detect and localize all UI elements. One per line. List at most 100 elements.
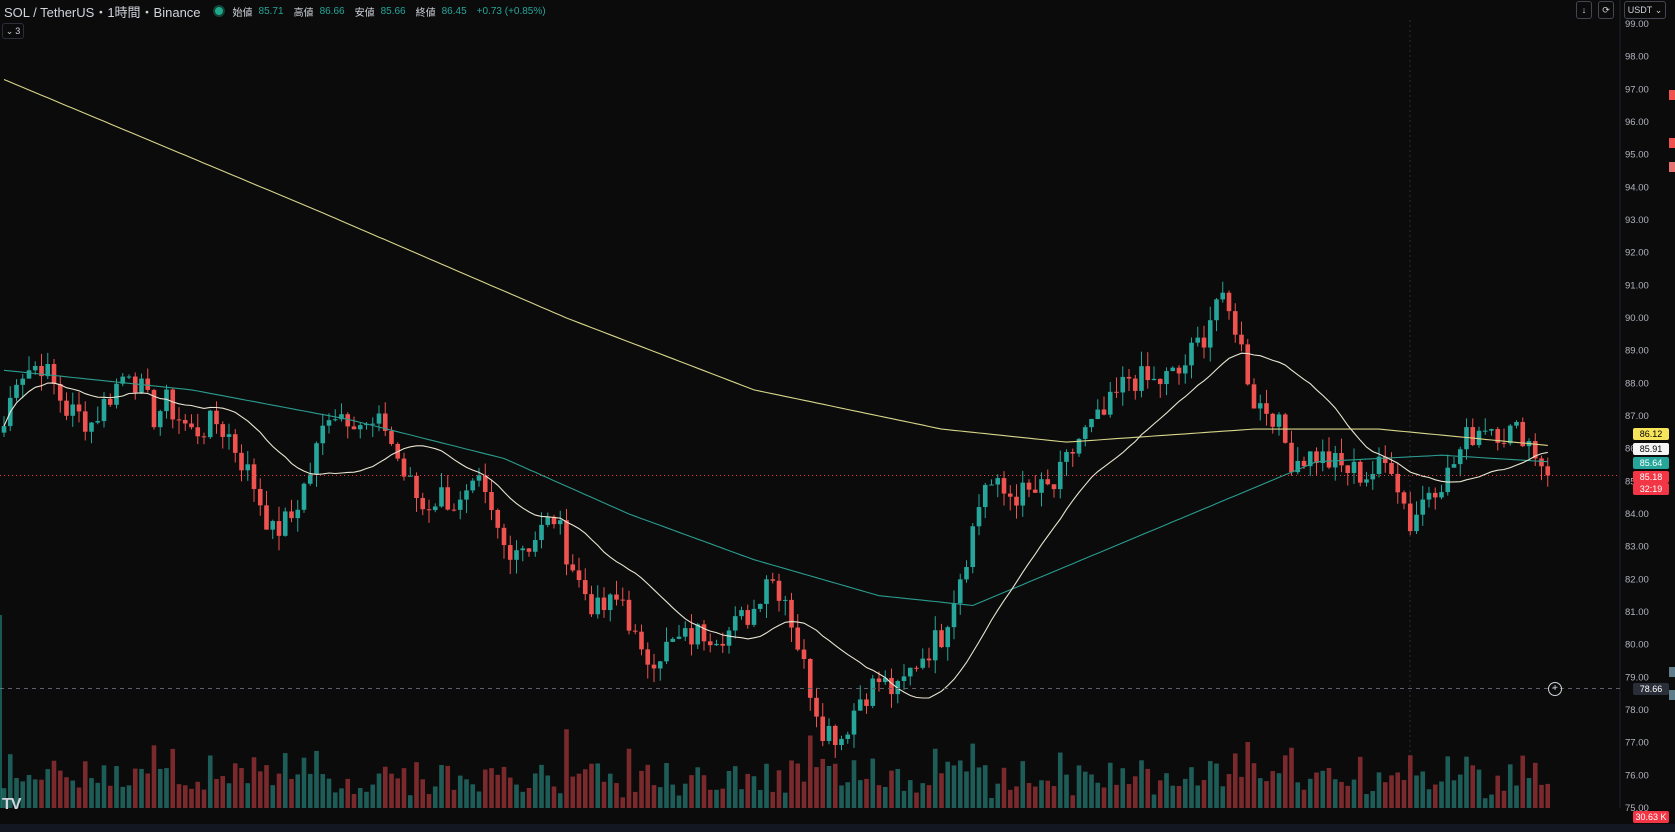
symbol-title[interactable]: SOL / TetherUS・1時間・Binance xyxy=(4,4,201,20)
candle-body xyxy=(1114,391,1119,393)
volume-bar xyxy=(526,787,532,808)
candle-body xyxy=(376,413,382,424)
volume-bar xyxy=(1414,775,1419,808)
candle-body xyxy=(626,599,632,631)
candle-body xyxy=(51,364,57,384)
candle-body xyxy=(520,548,526,551)
currency-label: USDT xyxy=(1627,5,1653,15)
volume-bar xyxy=(1232,753,1238,808)
candle-body xyxy=(1020,482,1026,506)
volume-bar xyxy=(1326,768,1332,808)
volume-bar xyxy=(1289,747,1294,808)
volume-bar xyxy=(151,745,157,808)
candle-body xyxy=(857,699,863,711)
volume-bar xyxy=(1420,771,1426,808)
currency-select[interactable]: USDT ⌄ xyxy=(1624,1,1666,19)
candle-body xyxy=(1507,425,1513,444)
candle-body xyxy=(26,370,32,379)
volume-bar xyxy=(345,778,351,808)
ma200-price-label: 86.12 xyxy=(1633,428,1669,440)
candle-body xyxy=(1051,484,1057,490)
volume-bar xyxy=(39,779,44,808)
volume-bar xyxy=(1545,783,1551,808)
candle-body xyxy=(1095,409,1101,419)
candle-body xyxy=(307,474,313,484)
candle-body xyxy=(676,636,682,639)
candle-body xyxy=(1070,452,1076,454)
volume-bar xyxy=(664,763,669,808)
tradingview-logo-icon[interactable]: TV xyxy=(2,796,21,813)
volume-bar xyxy=(220,776,226,808)
volume-bar xyxy=(745,773,751,808)
volume-bar xyxy=(1339,781,1344,808)
volume-bar xyxy=(757,789,763,808)
volume-bar xyxy=(1320,770,1326,808)
volume-bar xyxy=(957,760,963,808)
download-button[interactable]: ↓ xyxy=(1576,1,1592,19)
volume-bar xyxy=(1120,768,1126,808)
candle-body xyxy=(1345,465,1351,473)
candle-body xyxy=(1101,409,1107,415)
volume-bar xyxy=(814,767,819,808)
volume-bar xyxy=(64,777,69,808)
candle-body xyxy=(1364,479,1369,483)
volume-bar xyxy=(482,769,488,808)
volume-bar xyxy=(589,763,594,808)
candle-body xyxy=(1464,427,1469,450)
volume-bar xyxy=(851,760,857,808)
candle-body xyxy=(989,484,994,486)
volume-bar xyxy=(670,784,676,808)
volume-bar xyxy=(595,763,601,808)
candle-body xyxy=(920,658,926,668)
volume-bar xyxy=(764,763,769,808)
candle-body xyxy=(145,378,151,390)
volume-bar xyxy=(1195,785,1201,808)
volume-bar xyxy=(901,790,907,808)
candle-body xyxy=(439,487,444,507)
volume-bar xyxy=(1482,798,1488,808)
candle-body xyxy=(57,383,63,401)
volume-bar xyxy=(282,753,288,808)
candle-body xyxy=(1264,403,1269,414)
volume-bar xyxy=(1495,775,1501,808)
candle-body xyxy=(870,678,876,706)
candle-body xyxy=(214,410,219,425)
candle-body xyxy=(507,545,513,560)
volume-bar xyxy=(507,777,513,808)
candle-body xyxy=(107,398,113,405)
candle-body xyxy=(201,436,207,438)
volume-bar xyxy=(470,784,476,808)
candle-body xyxy=(45,364,51,377)
candle-body xyxy=(1007,493,1013,497)
volume-bar xyxy=(657,787,663,808)
candle-body xyxy=(70,404,76,416)
volume-bar xyxy=(1139,760,1144,808)
refresh-button[interactable]: ⟳ xyxy=(1598,1,1614,19)
indicators-toggle-button[interactable]: ⌄ 3 xyxy=(2,23,24,39)
volume-bar xyxy=(1307,778,1313,808)
candle-body xyxy=(226,434,232,437)
volume-bar xyxy=(1089,774,1094,808)
y-tick-label: 78.00 xyxy=(1625,705,1649,716)
candle-body xyxy=(876,678,882,683)
volume-bar xyxy=(882,787,888,808)
volume-bar xyxy=(720,788,726,808)
candle-body xyxy=(589,594,594,615)
volume-bar xyxy=(1470,765,1476,808)
candle-body xyxy=(1532,441,1538,459)
candle-body xyxy=(1482,430,1488,432)
volume-bar xyxy=(1045,780,1051,808)
candle-body xyxy=(76,404,82,412)
volume-bar xyxy=(1001,767,1007,808)
volume-bar xyxy=(414,762,419,808)
volume-bar xyxy=(895,768,901,808)
volume-bar xyxy=(876,785,882,808)
volume-bar xyxy=(1070,795,1076,808)
volume-bar xyxy=(614,783,619,808)
candle-body xyxy=(64,400,69,416)
add-alert-icon[interactable]: + xyxy=(1548,682,1562,696)
y-tick-label: 83.00 xyxy=(1625,542,1649,553)
candle-body xyxy=(601,597,607,611)
volume-bar xyxy=(1082,771,1088,808)
